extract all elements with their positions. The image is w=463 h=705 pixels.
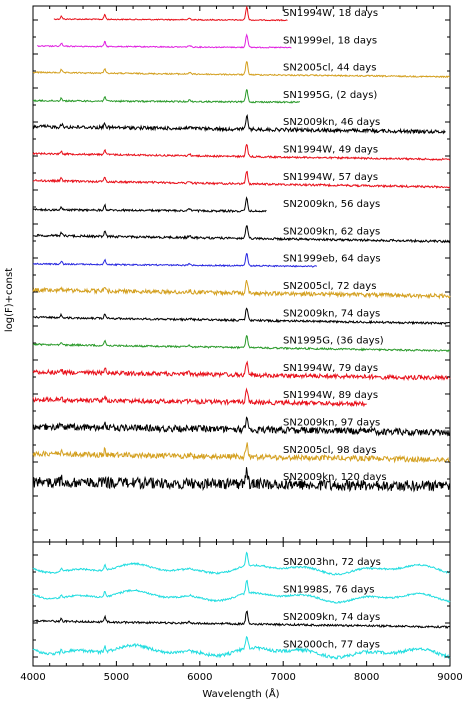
top-spectrum-15 [32, 416, 451, 437]
top-spectrum-label-2: SN2005cl, 44 days [283, 63, 376, 74]
x-tick-label-0: 4000 [20, 672, 45, 683]
top-spectrum-label-0: SN1994W, 18 days [283, 8, 378, 19]
x-tick-label-1: 5000 [104, 672, 129, 683]
top-spectrum-13 [32, 360, 451, 382]
top-spectrum-8 [32, 225, 451, 244]
top-spectrum-label-15: SN2009kn, 97 days [283, 418, 380, 429]
bottom-spectrum-label-1: SN1998S, 76 days [283, 585, 375, 596]
top-spectrum-label-5: SN1994W, 49 days [283, 145, 378, 156]
top-spectrum-label-4: SN2009kn, 46 days [283, 117, 380, 128]
x-axis-ticks: 4000 5000 6000 7000 8000 9000 [20, 6, 463, 683]
top-spectrum-label-1: SN1999el, 18 days [283, 35, 377, 46]
top-spectrum-3 [32, 89, 300, 104]
top-spectrum-7 [32, 196, 267, 214]
top-spectrum-label-7: SN2009kn, 56 days [283, 199, 380, 210]
x-tick-label-4: 8000 [354, 672, 379, 683]
top-spectrum-label-6: SN1994W, 57 days [283, 172, 378, 183]
top-spectrum-11 [32, 307, 451, 326]
top-spectrum-label-8: SN2009kn, 62 days [283, 226, 380, 237]
top-panel-frame [32, 5, 451, 543]
bottom-spectrum-label-0: SN2003hn, 72 days [283, 557, 381, 568]
top-spectrum-17 [32, 467, 451, 493]
top-spectrum-label-11: SN2009kn, 74 days [283, 308, 380, 319]
top-spectrum-5 [32, 143, 451, 162]
x-tick-label-5: 9000 [437, 672, 462, 683]
top-spectrum-9 [32, 253, 317, 268]
bottom-spectrum-label-3: SN2000ch, 77 days [283, 640, 380, 651]
top-panel-traces [32, 5, 451, 493]
x-tick-label-2: 6000 [187, 672, 212, 683]
bottom-panel-frame [32, 541, 451, 667]
bottom-panel-traces [32, 551, 451, 660]
top-spectrum-10 [32, 279, 451, 300]
x-tick-label-3: 7000 [270, 672, 295, 683]
top-spectrum-label-14: SN1994W, 89 days [283, 390, 378, 401]
top-spectrum-1 [37, 33, 292, 49]
top-spectrum-12 [32, 335, 450, 353]
bottom-spectrum-3 [32, 635, 451, 660]
top-spectrum-6 [32, 170, 451, 189]
top-spectrum-label-17: SN2009kn, 120 days [283, 472, 387, 483]
y-axis-ticks [33, 19, 450, 658]
top-spectrum-0 [53, 5, 288, 22]
top-spectrum-2 [32, 61, 451, 79]
top-spectrum-14 [32, 387, 367, 408]
top-spectrum-label-13: SN1994W, 79 days [283, 363, 378, 374]
top-spectrum-label-9: SN1999eb, 64 days [283, 254, 381, 265]
bottom-spectrum-1 [32, 579, 451, 604]
top-spectrum-label-3: SN1995G, (2 days) [283, 90, 377, 101]
top-spectrum-16 [32, 442, 451, 464]
top-spectrum-4 [32, 113, 446, 135]
bottom-spectrum-0 [32, 551, 451, 576]
top-spectrum-label-12: SN1995G, (36 days) [283, 336, 384, 347]
top-spectrum-label-16: SN2005cl, 98 days [283, 445, 376, 456]
spectrum-labels: SN1994W, 18 days SN1999el, 18 days SN2005c… [283, 8, 387, 651]
y-axis-title: log(F)+const [4, 268, 15, 332]
bottom-spectrum-2 [33, 610, 451, 630]
bottom-spectrum-label-2: SN2009kn, 74 days [283, 612, 380, 623]
x-axis-title: Wavelength (Å) [202, 687, 279, 700]
top-spectrum-label-10: SN2005cl, 72 days [283, 281, 376, 292]
